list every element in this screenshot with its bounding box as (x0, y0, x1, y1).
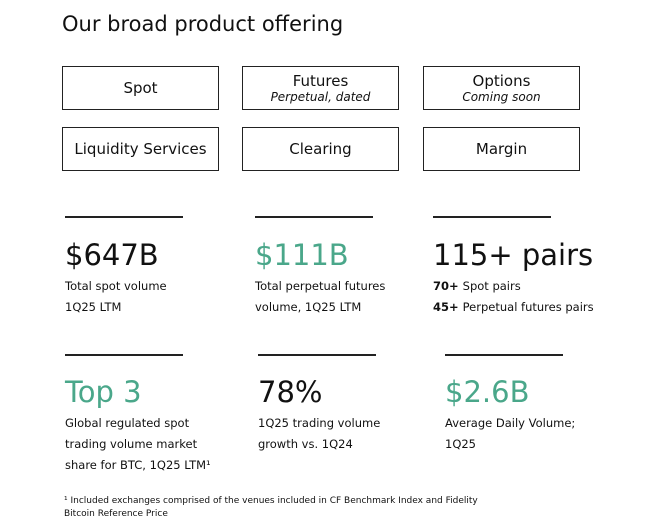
stat-desc: volume, 1Q25 LTM (255, 300, 362, 314)
product-box: Futures Perpetual, dated (242, 66, 399, 110)
stat-desc: share for BTC, 1Q25 LTM¹ (65, 458, 211, 472)
stat: $647B Total spot volume 1Q25 LTM (65, 238, 167, 318)
product-name: Spot (123, 79, 158, 97)
stat-value: $647B (65, 238, 159, 272)
product-note: Coming soon (462, 89, 541, 104)
pair-label: Perpetual futures pairs (462, 300, 594, 314)
stat-value: $111B (255, 238, 349, 272)
product-note: Perpetual, dated (270, 89, 371, 104)
product-box: Margin (423, 127, 580, 171)
stat-value: $2.6B (445, 375, 530, 409)
footnote-line: ¹ Included exchanges comprised of the ve… (64, 496, 478, 506)
stat-value: 115+ pairs (433, 238, 594, 272)
product-box: Liquidity Services (62, 127, 219, 171)
title: Our broad product offering (62, 12, 344, 36)
stat: 115+ pairs 70+ Spot pairs 45+ Perpetual fu… (433, 238, 594, 318)
stat-desc: 1Q25 LTM (65, 300, 122, 314)
stat-desc: Total spot volume (65, 279, 167, 293)
stat: $111B Total perpetual futures volume, 1Q… (255, 238, 385, 318)
footnote-line: Bitcoin Reference Price (64, 509, 168, 519)
stat-value: 78% (258, 375, 323, 409)
stat-desc: Average Daily Volume; (445, 416, 576, 430)
divider (255, 216, 373, 218)
stat-value: Top 3 (65, 375, 142, 409)
stat-desc: Total perpetual futures (255, 279, 386, 293)
stat-desc: 1Q25 trading volume (258, 416, 381, 430)
stat-desc: growth vs. 1Q24 (258, 437, 353, 451)
footnote: ¹ Included exchanges comprised of the ve… (64, 495, 478, 521)
pair-count: 45+ (433, 300, 459, 314)
product-name: Margin (475, 140, 528, 158)
pair-line: 70+ Spot pairs (433, 276, 594, 297)
product-box: Spot (62, 66, 219, 110)
stat: $2.6B Average Daily Volume; 1Q25 (445, 375, 575, 455)
divider (65, 216, 183, 218)
product-box: Options Coming soon (423, 66, 580, 110)
divider (433, 216, 551, 218)
divider (258, 354, 376, 356)
product-name: Options (472, 71, 531, 90)
pair-label: Spot pairs (462, 279, 521, 293)
stat-desc: Global regulated spot (65, 416, 190, 430)
divider (445, 354, 563, 356)
product-name: Liquidity Services (74, 140, 207, 158)
stat: 78% 1Q25 trading volume growth vs. 1Q24 (258, 375, 380, 455)
product-name: Futures (292, 71, 349, 90)
stat-desc: 1Q25 (445, 437, 477, 451)
divider (65, 354, 183, 356)
pair-line: 45+ Perpetual futures pairs (433, 297, 594, 318)
product-name: Clearing (289, 140, 352, 158)
stat: Top 3 Global regulated spot trading volu… (65, 375, 211, 476)
pair-count: 70+ (433, 279, 459, 293)
stat-desc: trading volume market (65, 437, 198, 451)
product-box: Clearing (242, 127, 399, 171)
